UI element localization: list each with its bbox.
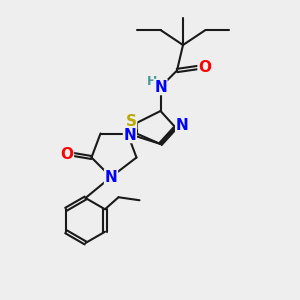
Text: O: O — [198, 60, 211, 75]
Text: N: N — [176, 118, 188, 134]
Text: N: N — [124, 128, 136, 142]
Text: O: O — [60, 147, 74, 162]
Text: N: N — [105, 169, 117, 184]
Text: S: S — [126, 114, 136, 129]
Text: H: H — [147, 75, 157, 88]
Text: N: N — [154, 80, 167, 94]
